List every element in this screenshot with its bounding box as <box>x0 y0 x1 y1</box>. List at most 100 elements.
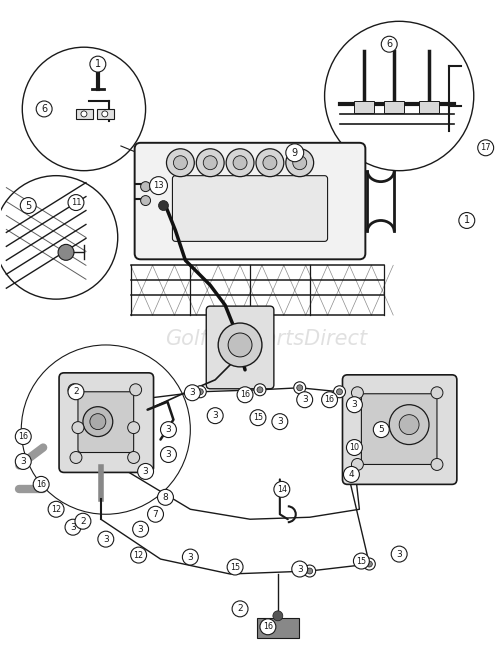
Circle shape <box>458 212 474 228</box>
Circle shape <box>90 56 106 72</box>
Circle shape <box>140 196 150 206</box>
Circle shape <box>254 384 266 396</box>
Circle shape <box>260 619 276 634</box>
Circle shape <box>149 177 167 194</box>
Circle shape <box>257 387 263 393</box>
FancyBboxPatch shape <box>383 101 403 113</box>
Circle shape <box>292 155 306 170</box>
Text: 1: 1 <box>95 59 101 69</box>
Text: 12: 12 <box>133 551 143 559</box>
Circle shape <box>256 149 283 177</box>
Circle shape <box>90 413 106 429</box>
Text: 16: 16 <box>324 395 334 404</box>
FancyBboxPatch shape <box>354 101 374 113</box>
Circle shape <box>291 561 307 577</box>
Text: 7: 7 <box>152 510 158 519</box>
Text: 12: 12 <box>51 505 61 514</box>
Text: 3: 3 <box>165 425 171 434</box>
Circle shape <box>296 385 302 391</box>
FancyBboxPatch shape <box>78 392 133 452</box>
Circle shape <box>127 421 139 433</box>
Circle shape <box>36 101 52 117</box>
Circle shape <box>70 452 82 464</box>
Circle shape <box>68 384 80 396</box>
Circle shape <box>207 408 223 423</box>
Text: 15: 15 <box>253 413 263 422</box>
FancyBboxPatch shape <box>257 618 298 638</box>
Circle shape <box>263 155 277 170</box>
Text: 6: 6 <box>41 104 47 114</box>
Text: 17: 17 <box>479 143 490 152</box>
Text: 16: 16 <box>36 480 46 489</box>
Circle shape <box>197 389 203 395</box>
Circle shape <box>477 140 492 155</box>
Circle shape <box>102 111 108 117</box>
Text: 16: 16 <box>263 622 273 631</box>
Circle shape <box>157 489 173 505</box>
FancyBboxPatch shape <box>206 306 274 389</box>
Text: 10: 10 <box>349 443 359 452</box>
Circle shape <box>333 386 345 398</box>
FancyBboxPatch shape <box>97 109 114 119</box>
Circle shape <box>390 546 406 562</box>
FancyBboxPatch shape <box>134 143 365 259</box>
Circle shape <box>98 531 114 547</box>
Circle shape <box>58 245 74 261</box>
Text: 2: 2 <box>80 517 86 526</box>
Circle shape <box>353 553 369 569</box>
FancyBboxPatch shape <box>342 375 456 484</box>
Circle shape <box>430 458 442 470</box>
Circle shape <box>65 519 81 535</box>
Circle shape <box>218 323 262 367</box>
Circle shape <box>81 111 87 117</box>
Text: 13: 13 <box>153 181 163 190</box>
Text: 15: 15 <box>229 563 239 572</box>
Circle shape <box>75 513 91 529</box>
Circle shape <box>130 547 146 563</box>
Text: 14: 14 <box>276 485 286 494</box>
FancyBboxPatch shape <box>361 394 436 464</box>
Circle shape <box>321 392 337 408</box>
Circle shape <box>83 407 113 437</box>
Circle shape <box>127 452 139 464</box>
Text: 3: 3 <box>351 400 357 409</box>
Circle shape <box>366 561 372 567</box>
Circle shape <box>232 155 246 170</box>
Circle shape <box>274 481 289 497</box>
Text: 3: 3 <box>296 565 302 574</box>
Text: 5: 5 <box>378 425 383 434</box>
Circle shape <box>343 466 359 482</box>
FancyBboxPatch shape <box>59 373 153 472</box>
Circle shape <box>373 421 388 438</box>
Circle shape <box>273 611 282 621</box>
Text: 3: 3 <box>189 388 195 397</box>
Circle shape <box>16 454 31 470</box>
Text: 3: 3 <box>187 553 193 561</box>
Circle shape <box>166 149 194 177</box>
FancyBboxPatch shape <box>418 101 438 113</box>
Text: 3: 3 <box>103 535 108 543</box>
Circle shape <box>68 384 84 400</box>
Circle shape <box>196 149 224 177</box>
Circle shape <box>137 464 153 480</box>
Circle shape <box>303 565 315 577</box>
Circle shape <box>388 405 428 444</box>
Text: 4: 4 <box>348 470 354 479</box>
Circle shape <box>363 558 375 570</box>
Text: 1: 1 <box>463 216 469 226</box>
Circle shape <box>236 387 253 403</box>
Text: 5: 5 <box>25 200 31 210</box>
Circle shape <box>160 446 176 462</box>
Text: 3: 3 <box>301 395 307 404</box>
Text: GolfCartPartsDirect: GolfCartPartsDirect <box>165 329 367 349</box>
Circle shape <box>48 501 64 517</box>
Text: 2: 2 <box>73 387 79 396</box>
Circle shape <box>173 155 187 170</box>
Text: 11: 11 <box>71 198 81 207</box>
Circle shape <box>194 386 206 398</box>
Circle shape <box>346 440 362 456</box>
Text: 8: 8 <box>162 493 168 502</box>
Text: 9: 9 <box>291 148 297 157</box>
Text: 3: 3 <box>142 467 148 476</box>
Text: 3: 3 <box>165 450 171 459</box>
